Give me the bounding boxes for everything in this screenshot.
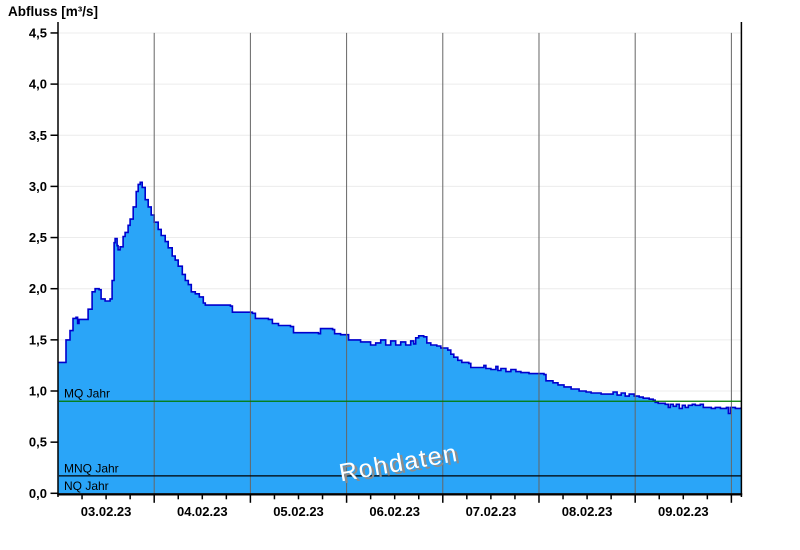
- reference-lines: MQ Jahr MNQ Jahr NQ Jahr: [59, 387, 742, 493]
- vertical-gridlines: [153, 32, 732, 494]
- area-outline: [58, 181, 742, 415]
- y-tick-label: 4,0: [29, 77, 47, 92]
- nq-jahr-label: NQ Jahr: [64, 479, 109, 493]
- y-tick-label: 3,5: [29, 128, 47, 143]
- y-tick-label: 1,0: [29, 384, 47, 399]
- y-tick-label: 0,5: [29, 435, 47, 450]
- y-tick-label: 2,5: [29, 230, 47, 245]
- axis-tick-labels: 4,5 4,0 3,5 3,0 2,5 2,0 1,5 1,0 0,5 0,0 03.02.23 04…: [29, 25, 709, 519]
- discharge-area-series: [58, 181, 742, 494]
- y-tick-label: 0,0: [29, 486, 47, 501]
- y-tick-label: 3,0: [29, 179, 47, 194]
- mnq-jahr-label: MNQ Jahr: [64, 461, 119, 475]
- x-tick-label: 04.02.23: [177, 504, 228, 519]
- x-tick-label: 05.02.23: [273, 504, 324, 519]
- x-tick-label: 06.02.23: [369, 504, 420, 519]
- x-tick-label: 03.02.23: [81, 504, 132, 519]
- y-tick-label: 4,5: [29, 25, 47, 40]
- mq-jahr-label: MQ Jahr: [64, 387, 110, 401]
- chart-title: Abfluss [m³/s]: [8, 4, 98, 19]
- axes-and-ticks: [50, 22, 743, 503]
- y-tick-label: 1,5: [29, 332, 47, 347]
- area-fill: [58, 182, 741, 494]
- x-tick-label: 09.02.23: [658, 504, 709, 519]
- x-tick-label: 07.02.23: [466, 504, 517, 519]
- x-tick-label: 08.02.23: [562, 504, 613, 519]
- y-tick-label: 2,0: [29, 281, 47, 296]
